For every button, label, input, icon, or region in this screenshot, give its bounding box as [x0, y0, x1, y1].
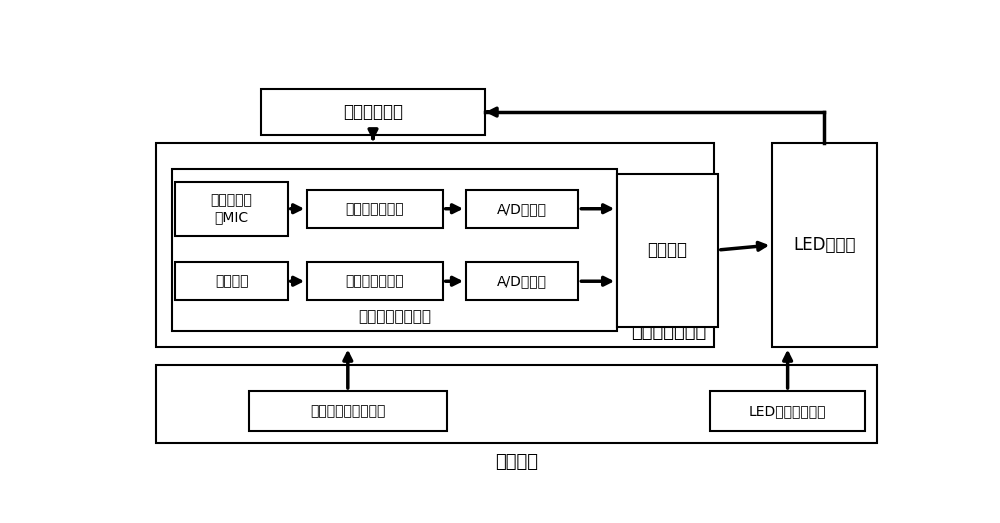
Text: 智能传感器模块: 智能传感器模块 — [631, 323, 706, 340]
Bar — [466, 262, 578, 300]
Text: 微处理器: 微处理器 — [648, 241, 688, 259]
Bar — [172, 169, 617, 331]
Bar — [249, 391, 447, 431]
Bar — [710, 391, 865, 431]
Text: 电源模块: 电源模块 — [495, 453, 538, 471]
Text: A/D转换器: A/D转换器 — [497, 202, 547, 216]
Text: 智能传感器供电电路: 智能传感器供电电路 — [310, 404, 386, 418]
Bar — [175, 181, 288, 236]
Bar — [307, 262, 443, 300]
Bar — [466, 190, 578, 228]
Text: 光敏电阻: 光敏电阻 — [215, 274, 248, 288]
Bar — [617, 174, 718, 326]
Text: LED灯光源: LED灯光源 — [793, 236, 856, 254]
Text: 节能待机模块: 节能待机模块 — [343, 103, 403, 121]
Text: A/D转换器: A/D转换器 — [497, 274, 547, 288]
Bar — [772, 143, 877, 347]
Text: 声、光信号采集器: 声、光信号采集器 — [358, 310, 431, 324]
Bar — [156, 143, 714, 347]
Bar — [175, 262, 288, 300]
Bar — [307, 190, 443, 228]
Text: 信号放大、调理: 信号放大、调理 — [346, 202, 404, 216]
Bar — [261, 89, 485, 135]
Text: 电容式驻极
体MIC: 电容式驻极 体MIC — [211, 194, 252, 224]
Text: LED光源供电电路: LED光源供电电路 — [749, 404, 826, 418]
Text: 信号放大、调理: 信号放大、调理 — [346, 274, 404, 288]
Bar — [156, 365, 877, 444]
